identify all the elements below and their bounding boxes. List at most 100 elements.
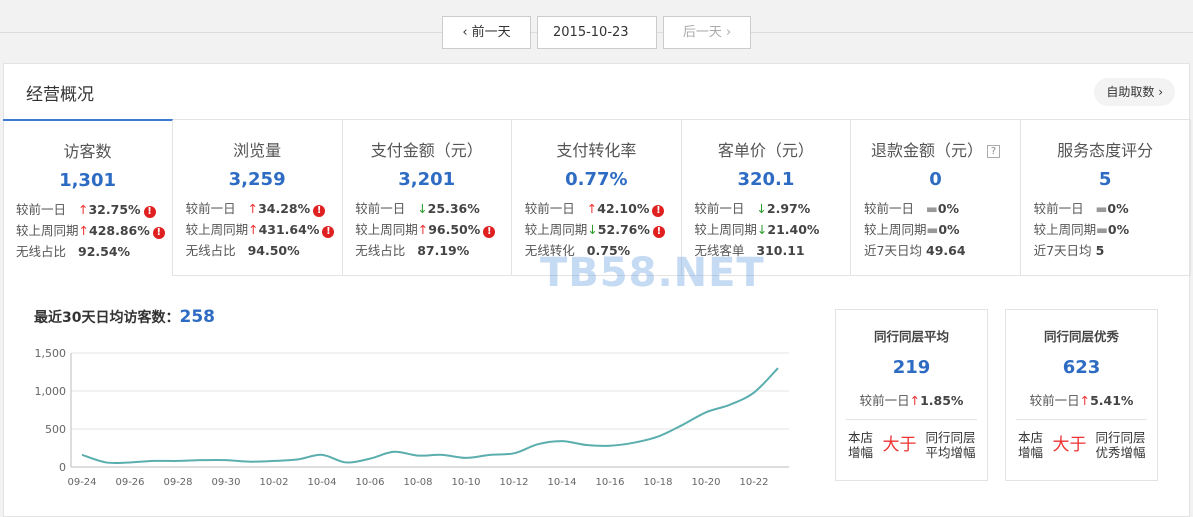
trend-icon: ↓ xyxy=(417,201,428,216)
metric-card[interactable]: 服务态度评分 5 较前一日 ▬0% 较上周同期▬0% 近7天日均 5 xyxy=(1020,119,1191,276)
metric-row: 近7天日均 49.64 xyxy=(864,240,1020,261)
x-tick-label: 10-16 xyxy=(595,477,624,488)
trend-icon: ↑ xyxy=(909,393,921,408)
metric-row: 较前一日 ↑34.28%! xyxy=(186,198,342,219)
metric-title-text: 支付金额（元） xyxy=(370,141,483,160)
alert-icon: ! xyxy=(483,226,496,238)
metric-row: 较前一日 ↑32.75%! xyxy=(16,199,172,220)
metric-card[interactable]: 客单价（元） 320.1 较前一日 ↓2.97% 较上周同期↓21.40% 无线客单 310… xyxy=(681,119,852,276)
metric-rows: 较前一日 ▬0% 较上周同期▬0% 近7天日均 5 xyxy=(1034,198,1190,261)
metric-rows: 较前一日 ↑42.10%! 较上周同期↓52.76%! 无线转化 0.75% xyxy=(525,198,681,261)
row-value: 94.50% xyxy=(247,243,300,258)
peer-row: 较前一日↑1.85% xyxy=(846,390,977,420)
row-value: 21.40% xyxy=(767,222,820,237)
row-label: 较上周同期 xyxy=(1033,222,1097,237)
x-tick-label: 09-28 xyxy=(163,477,192,488)
metric-row: 较前一日 ▬0% xyxy=(864,198,1020,219)
metric-title-text: 退款金额（元） xyxy=(871,141,984,160)
metric-rows: 较前一日 ▬0% 较上周同期▬0% 近7天日均 49.64 xyxy=(864,198,1020,261)
x-tick-label: 09-24 xyxy=(67,477,96,488)
row-value: 5.41% xyxy=(1090,393,1134,408)
date-input[interactable]: 2015-10-23 xyxy=(537,16,657,49)
peer-box: 同行同层平均 219 较前一日↑1.85% 本店增幅 大于 同行同层平均增幅 xyxy=(835,309,988,481)
chart-title: 最近30天日均访客数： xyxy=(34,310,180,326)
compare-left: 本店增幅 xyxy=(1017,430,1043,460)
peer-value: 623 xyxy=(1062,357,1101,378)
next-button[interactable]: 后一天 › xyxy=(663,16,751,49)
metric-title-text: 客单价（元） xyxy=(717,141,814,160)
row-value: 1.85% xyxy=(920,393,964,408)
row-value: 87.19% xyxy=(417,243,470,258)
row-value: 34.28% xyxy=(258,201,311,216)
row-label: 无线占比 xyxy=(16,244,67,259)
row-label: 无线占比 xyxy=(185,243,236,258)
metric-row: 较前一日 ↓2.97% xyxy=(694,198,850,219)
row-value: 0.75% xyxy=(586,243,631,258)
x-tick-label: 10-22 xyxy=(739,477,768,488)
metric-row: 较前一日 ▬0% xyxy=(1034,198,1190,219)
trend-icon: ▬ xyxy=(926,222,939,237)
peer-title: 同行同层优秀 xyxy=(1043,329,1119,344)
row-label: 较前一日 xyxy=(859,393,910,408)
help-icon: ? xyxy=(987,145,1001,158)
row-value: 92.54% xyxy=(78,244,131,259)
alert-icon: ! xyxy=(313,205,326,217)
metric-row: 较上周同期↑96.50%! xyxy=(355,219,511,240)
row-value: 32.75% xyxy=(88,202,141,217)
metric-row: 无线客单 310.11 xyxy=(694,240,850,261)
compare-left: 本店增幅 xyxy=(847,430,873,460)
y-tick-label: 500 xyxy=(45,423,66,436)
metric-title: 服务态度评分 xyxy=(1021,137,1190,161)
row-label: 较前一日 xyxy=(694,201,745,216)
row-label: 较上周同期 xyxy=(16,223,79,238)
metric-card[interactable]: 支付金额（元） 3,201 较前一日 ↓25.36% 较上周同期↑96.50%! 无线占比… xyxy=(342,119,513,276)
alert-icon: ! xyxy=(143,206,156,218)
action-label: 自助取数 xyxy=(1106,85,1155,99)
metric-card[interactable]: 支付转化率 0.77% 较前一日 ↑42.10%! 较上周同期↓52.76%! 无线转化 0… xyxy=(511,119,682,276)
action-button[interactable]: 自助取数 › xyxy=(1094,78,1175,106)
alert-icon: ! xyxy=(652,205,665,217)
metric-row: 无线转化 0.75% xyxy=(525,240,681,261)
trend-icon: ↑ xyxy=(417,222,429,237)
metric-row: 较上周同期↓21.40% xyxy=(694,219,850,240)
x-tick-label: 09-26 xyxy=(115,477,144,488)
watermark: TB58.NET xyxy=(540,250,765,296)
compare-verdict: 大于 xyxy=(1052,434,1087,455)
row-label: 较前一日 xyxy=(864,201,915,216)
row-value: 310.11 xyxy=(756,243,805,258)
metric-card[interactable]: 浏览量 3,259 较前一日 ↑34.28%! 较上周同期↑431.64%! 无线占比 94… xyxy=(172,119,343,276)
metric-row: 较上周同期▬0% xyxy=(1034,219,1190,240)
trend-icon: ↑ xyxy=(247,201,259,216)
panel: 经营概况 自助取数 › 最近30天日均访客数：258 0 500 1,000 1,50… xyxy=(3,63,1191,517)
x-tick-label: 10-04 xyxy=(307,477,336,488)
trend-icon: ↑ xyxy=(586,201,598,216)
metric-row: 较前一日 ↑42.10%! xyxy=(525,198,681,219)
metric-row: 较上周同期↓52.76%! xyxy=(525,219,681,240)
row-label: 较上周同期 xyxy=(355,222,418,237)
compare: 本店增幅 大于 同行同层平均增幅 xyxy=(836,430,987,460)
next-label: 后一天 xyxy=(682,25,722,40)
alert-icon: ! xyxy=(652,226,665,238)
compare-right: 同行同层平均增幅 xyxy=(925,430,976,460)
row-value: 0% xyxy=(938,222,960,237)
prev-button[interactable]: ‹ 前一天 xyxy=(442,16,531,49)
trend-icon: ↑ xyxy=(78,223,89,238)
chart: 0 500 1,000 1,500 09-24 09-26 09-28 09-30 10-02 1… xyxy=(35,347,789,488)
row-label: 较上周同期 xyxy=(864,222,927,237)
metric-value: 0 xyxy=(929,169,942,190)
metric-card[interactable]: 退款金额（元）? 0 较前一日 ▬0% 较上周同期▬0% 近7天日均 49.64 xyxy=(851,119,1022,276)
metric-row: 无线占比 92.54% xyxy=(16,241,172,262)
metric-card[interactable]: 访客数 1,301 较前一日 ↑32.75%! 较上周同期↑428.86%! 无线占比 92… xyxy=(3,119,174,276)
x-tick-label: 09-30 xyxy=(211,477,240,488)
row-value: 49.64 xyxy=(926,243,966,258)
metric-rows: 较前一日 ↓25.36% 较上周同期↑96.50%! 无线占比 87.19% xyxy=(355,198,511,261)
prev-label: 前一天 xyxy=(471,25,511,40)
row-label: 较上周同期 xyxy=(694,222,757,237)
panel-title: 经营概况 xyxy=(26,85,94,105)
peer-box: 同行同层优秀 623 较前一日↑5.41% 本店增幅 大于 同行同层优秀增幅 xyxy=(1005,309,1158,481)
x-tick-label: 10-14 xyxy=(547,477,576,488)
metric-title: 支付转化率 xyxy=(512,137,681,161)
metric-rows: 较前一日 ↑34.28%! 较上周同期↑431.64%! 无线占比 94.50% xyxy=(186,198,342,261)
line xyxy=(81,367,779,465)
row-label: 较前一日 xyxy=(1033,201,1084,216)
